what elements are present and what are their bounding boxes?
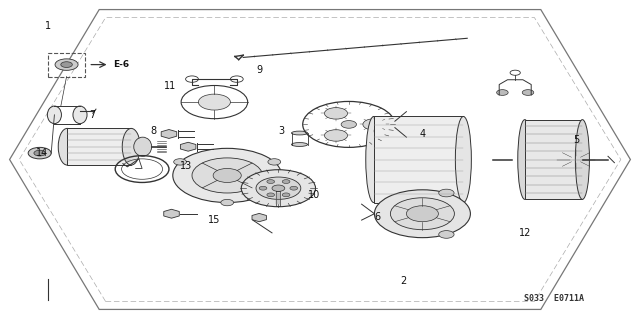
Text: E-6: E-6 (113, 60, 129, 69)
Text: 7: 7 (90, 110, 96, 120)
Text: 12: 12 (518, 228, 531, 238)
Text: 8: 8 (150, 126, 157, 136)
Text: 10: 10 (307, 189, 320, 200)
Ellipse shape (575, 120, 589, 199)
Circle shape (55, 59, 78, 70)
Circle shape (390, 198, 454, 230)
Circle shape (28, 147, 51, 159)
Text: 4: 4 (419, 129, 426, 139)
Text: 14: 14 (35, 148, 48, 158)
Circle shape (259, 186, 267, 190)
Circle shape (256, 177, 301, 199)
Circle shape (497, 90, 508, 95)
Ellipse shape (518, 120, 532, 199)
Ellipse shape (47, 106, 61, 124)
Text: S033  E0711A: S033 E0711A (524, 294, 584, 303)
Circle shape (213, 168, 241, 182)
Ellipse shape (292, 143, 308, 146)
Circle shape (324, 130, 348, 141)
Text: 11: 11 (163, 81, 176, 91)
Ellipse shape (134, 137, 152, 156)
Circle shape (192, 158, 262, 193)
Circle shape (282, 193, 290, 197)
Circle shape (374, 190, 470, 238)
Circle shape (34, 150, 45, 156)
Bar (67, 128, 131, 165)
Ellipse shape (366, 116, 382, 203)
Circle shape (198, 94, 230, 110)
Circle shape (268, 159, 281, 165)
Circle shape (272, 185, 285, 191)
Circle shape (406, 206, 438, 222)
Circle shape (290, 186, 298, 190)
Ellipse shape (456, 116, 472, 203)
Text: 2: 2 (400, 276, 406, 286)
Ellipse shape (122, 128, 140, 165)
Text: 13: 13 (179, 161, 192, 171)
Text: 6: 6 (374, 212, 381, 222)
Circle shape (267, 180, 275, 183)
Bar (374, 116, 463, 203)
Circle shape (363, 119, 386, 130)
Text: 1: 1 (45, 20, 51, 31)
Text: 5: 5 (573, 135, 579, 145)
Circle shape (173, 159, 186, 165)
Circle shape (522, 90, 534, 95)
Circle shape (341, 121, 356, 128)
Circle shape (267, 193, 275, 197)
Circle shape (221, 199, 234, 206)
Circle shape (439, 189, 454, 197)
Text: 9: 9 (256, 65, 262, 75)
Ellipse shape (58, 128, 76, 165)
Circle shape (173, 148, 282, 203)
Circle shape (324, 108, 348, 119)
Circle shape (439, 231, 454, 238)
Ellipse shape (73, 106, 87, 124)
Text: 15: 15 (208, 215, 221, 225)
Circle shape (241, 170, 316, 207)
Ellipse shape (292, 131, 308, 135)
Bar (525, 120, 582, 199)
Circle shape (282, 180, 290, 183)
Text: 3: 3 (278, 126, 285, 136)
Circle shape (61, 62, 72, 68)
